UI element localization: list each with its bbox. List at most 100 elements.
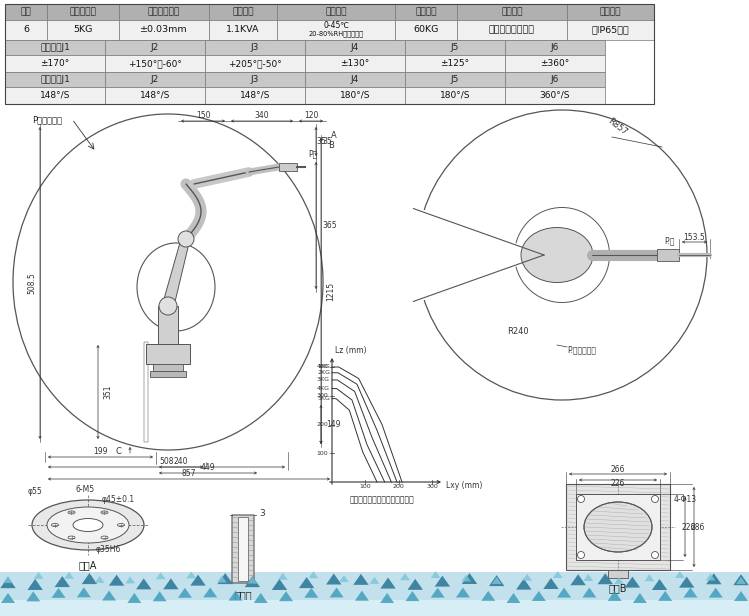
Text: B: B <box>328 140 334 150</box>
Bar <box>5 40 105 55</box>
Text: 4KG: 4KG <box>317 386 330 391</box>
Text: 300: 300 <box>426 485 438 490</box>
Bar <box>5 20 47 40</box>
Ellipse shape <box>101 511 108 514</box>
Polygon shape <box>354 574 369 585</box>
Text: 2KG: 2KG <box>317 370 330 375</box>
Bar <box>405 72 505 87</box>
Bar <box>205 72 305 87</box>
Text: ±0.03mm: ±0.03mm <box>140 25 188 34</box>
Ellipse shape <box>178 231 194 247</box>
Polygon shape <box>64 572 74 579</box>
Polygon shape <box>431 571 440 578</box>
Bar <box>405 87 505 104</box>
Bar <box>395 4 457 20</box>
Bar <box>47 20 119 40</box>
Polygon shape <box>506 593 521 603</box>
Polygon shape <box>380 593 394 603</box>
Bar <box>0 572 749 616</box>
Polygon shape <box>679 577 694 588</box>
Polygon shape <box>245 576 260 587</box>
Text: 防护等级: 防护等级 <box>600 7 621 17</box>
Bar <box>505 72 605 87</box>
Text: 20-80%RH（无结露）: 20-80%RH（无结露） <box>309 31 363 38</box>
Polygon shape <box>34 572 43 579</box>
Polygon shape <box>247 577 257 584</box>
Text: J4: J4 <box>351 43 359 52</box>
Ellipse shape <box>118 524 124 527</box>
Bar <box>146 344 190 364</box>
Polygon shape <box>652 579 667 590</box>
Text: 266: 266 <box>610 464 625 474</box>
Text: Lz (mm): Lz (mm) <box>335 346 366 355</box>
Text: J6: J6 <box>551 75 560 84</box>
Polygon shape <box>557 588 571 598</box>
Bar <box>119 20 209 40</box>
Bar <box>457 4 567 20</box>
Text: 与IP65相当: 与IP65相当 <box>592 25 629 34</box>
Ellipse shape <box>652 551 658 559</box>
Text: 使用环境: 使用环境 <box>325 7 347 17</box>
Polygon shape <box>26 591 40 601</box>
Polygon shape <box>82 573 97 584</box>
Text: 6: 6 <box>23 25 29 34</box>
Text: 120: 120 <box>304 111 318 121</box>
Polygon shape <box>675 571 685 578</box>
Polygon shape <box>733 574 749 585</box>
Text: ±170°: ±170° <box>40 59 70 68</box>
Bar <box>158 306 178 344</box>
Text: 150: 150 <box>195 111 210 121</box>
Text: 300: 300 <box>316 393 328 399</box>
Bar <box>505 40 605 55</box>
Text: 视图A: 视图A <box>79 560 97 570</box>
Text: 剖视图: 剖视图 <box>234 590 252 600</box>
Text: 200: 200 <box>392 485 404 490</box>
Ellipse shape <box>521 227 593 283</box>
Polygon shape <box>431 588 445 598</box>
Text: 5KG: 5KG <box>73 25 93 34</box>
Text: 20°: 20° <box>452 261 467 270</box>
Polygon shape <box>136 578 151 590</box>
Text: 视图B: 视图B <box>609 583 627 593</box>
Text: Lxy (mm): Lxy (mm) <box>446 480 482 490</box>
Text: 148°/S: 148°/S <box>40 91 70 100</box>
Bar <box>405 55 505 72</box>
Text: 400: 400 <box>316 365 328 370</box>
Text: 180°/S: 180°/S <box>440 91 470 100</box>
Polygon shape <box>489 575 504 586</box>
Polygon shape <box>94 576 105 583</box>
Text: 240: 240 <box>174 456 188 466</box>
Polygon shape <box>1 593 15 603</box>
Polygon shape <box>598 573 613 584</box>
Bar <box>305 72 405 87</box>
Polygon shape <box>736 577 746 584</box>
Polygon shape <box>326 573 342 585</box>
Polygon shape <box>734 591 748 601</box>
Ellipse shape <box>652 495 658 503</box>
Text: 100: 100 <box>316 451 328 456</box>
Polygon shape <box>407 579 423 590</box>
Polygon shape <box>102 591 116 601</box>
Bar <box>567 4 654 20</box>
Polygon shape <box>625 577 640 588</box>
Text: 轴数: 轴数 <box>21 7 31 17</box>
Polygon shape <box>163 578 178 590</box>
Bar <box>505 87 605 104</box>
Polygon shape <box>203 588 217 598</box>
Text: 508: 508 <box>160 456 174 466</box>
Text: 6-M5: 6-M5 <box>76 485 95 493</box>
Text: 动作范围J1: 动作范围J1 <box>40 43 70 52</box>
Polygon shape <box>532 591 546 601</box>
Polygon shape <box>3 576 13 583</box>
Text: J6: J6 <box>551 43 560 52</box>
Polygon shape <box>355 591 369 601</box>
Text: J5: J5 <box>451 75 459 84</box>
Polygon shape <box>0 577 16 588</box>
Text: J4: J4 <box>351 75 359 84</box>
Text: P.点动作范围: P.点动作范围 <box>567 346 596 354</box>
Text: 857: 857 <box>182 469 196 477</box>
Polygon shape <box>278 573 288 580</box>
Text: P.点: P.点 <box>664 237 675 246</box>
Polygon shape <box>156 572 166 579</box>
Polygon shape <box>162 239 190 306</box>
